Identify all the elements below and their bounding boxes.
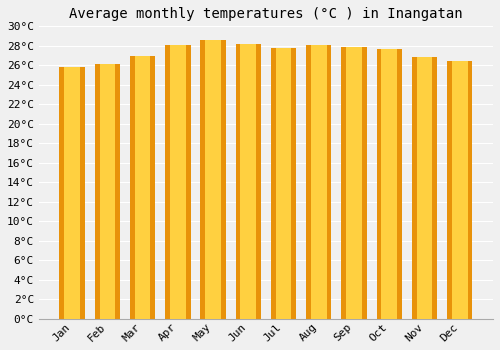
Title: Average monthly temperatures (°C ) in Inangatan: Average monthly temperatures (°C ) in In… — [69, 7, 462, 21]
Bar — [165, 45, 190, 319]
Bar — [447, 61, 472, 319]
Bar — [271, 48, 296, 319]
Bar — [306, 45, 332, 319]
Bar — [240, 44, 256, 319]
Bar — [60, 67, 85, 319]
Bar — [205, 40, 221, 319]
Bar — [412, 56, 437, 319]
Bar — [276, 48, 291, 319]
Bar — [452, 61, 468, 319]
Bar — [94, 64, 120, 319]
Bar — [382, 49, 397, 319]
Bar — [376, 49, 402, 319]
Bar — [416, 56, 432, 319]
Bar — [311, 45, 326, 319]
Bar — [346, 47, 362, 319]
Bar — [134, 56, 150, 319]
Bar — [200, 40, 226, 319]
Bar — [342, 47, 366, 319]
Bar — [64, 67, 80, 319]
Bar — [100, 64, 115, 319]
Bar — [170, 45, 186, 319]
Bar — [130, 56, 156, 319]
Bar — [236, 44, 261, 319]
